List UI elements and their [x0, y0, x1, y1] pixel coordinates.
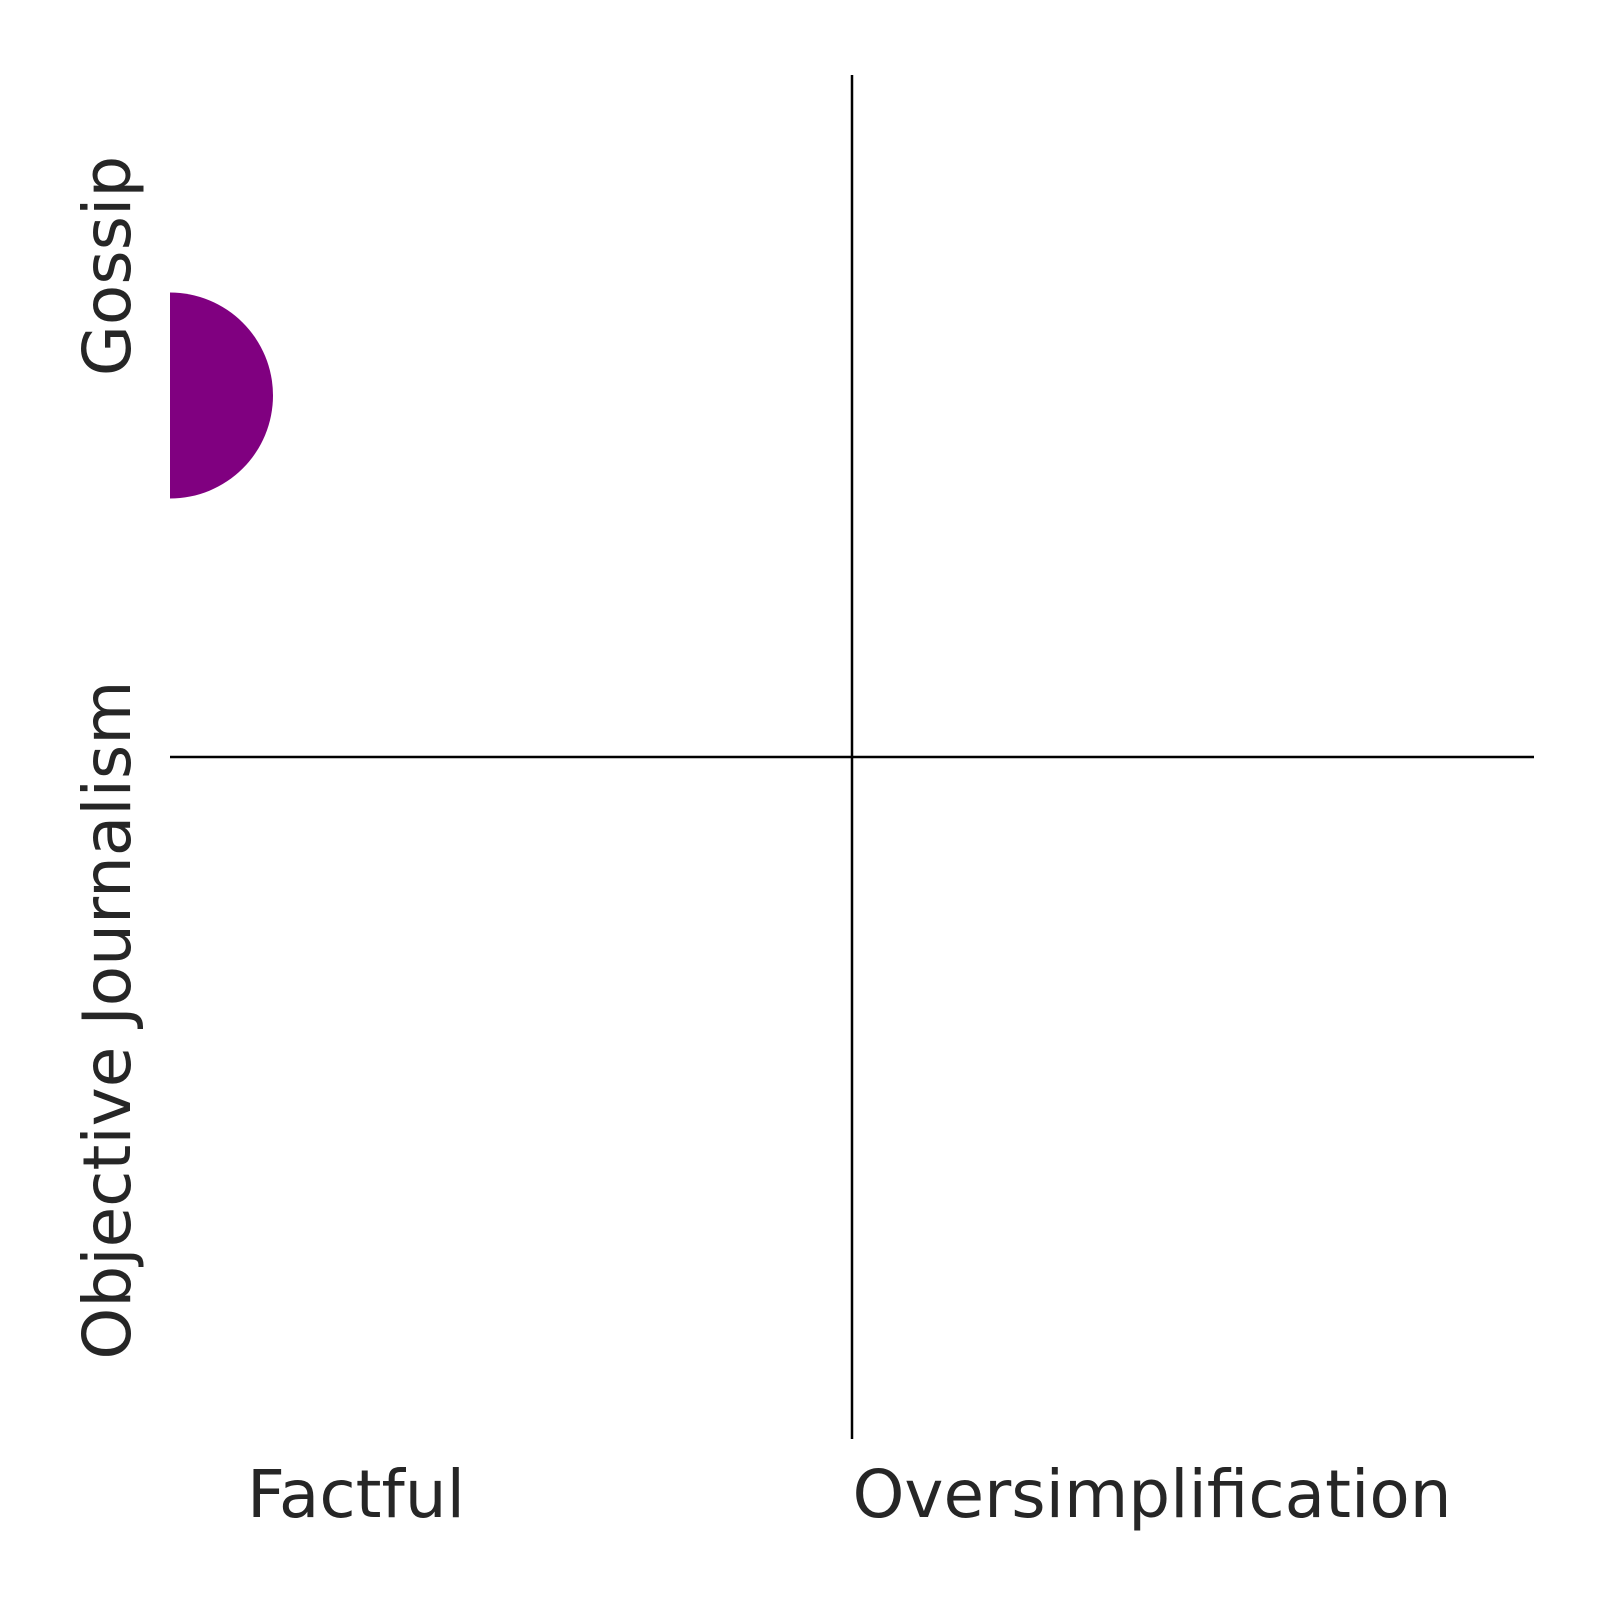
data-point-1 [170, 292, 273, 499]
x-axis-label-left: Factful [247, 1456, 465, 1533]
y-axis-label-bottom: Objective Journalism [69, 680, 146, 1359]
points-layer [170, 292, 273, 499]
x-axis-label-right: Oversimplification [852, 1456, 1451, 1533]
y-axis-label-top: Gossip [69, 156, 146, 377]
